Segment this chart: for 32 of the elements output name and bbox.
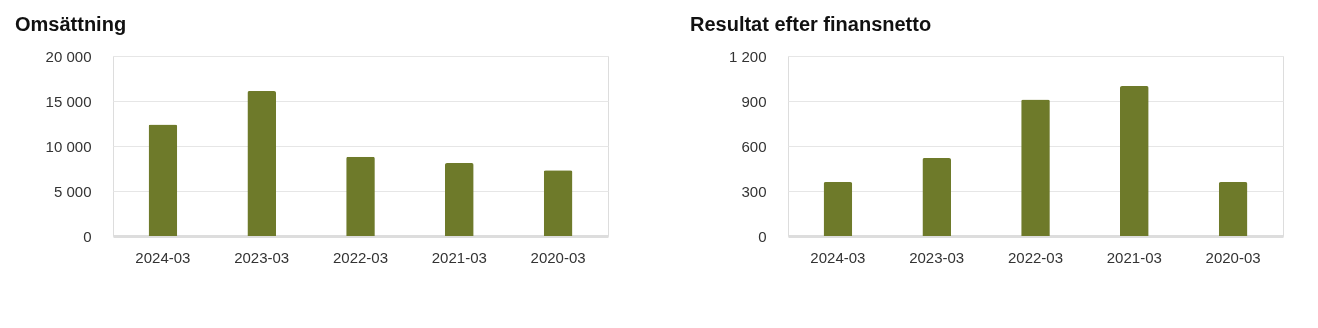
bar	[1119, 86, 1149, 236]
y-tick-label: 15 000	[45, 92, 92, 110]
x-tick-label: 2024-03	[810, 248, 866, 266]
x-tick-label: 2023-03	[909, 248, 965, 266]
x-tick-label: 2024-03	[135, 248, 191, 266]
y-tick-label: 300	[741, 182, 767, 200]
bar	[444, 163, 474, 236]
y-tick-label: 10 000	[45, 137, 92, 155]
chart-title: Omsättning	[15, 13, 127, 35]
y-tick-label: 1 200	[728, 47, 767, 65]
x-tick-label: 2021-03	[431, 248, 487, 266]
chart-title: Resultat efter finansnetto	[690, 13, 932, 35]
x-tick-label: 2021-03	[1106, 248, 1162, 266]
bar	[247, 91, 277, 236]
x-tick-label: 2022-03	[1007, 248, 1064, 266]
bar	[922, 158, 952, 236]
y-tick-label: 0	[83, 227, 92, 245]
bar	[1218, 182, 1248, 236]
y-tick-label: 20 000	[45, 47, 92, 65]
y-tick-label: 900	[741, 92, 767, 110]
bar	[543, 170, 573, 236]
x-tick-label: 2023-03	[234, 248, 290, 266]
y-tick-label: 0	[758, 227, 767, 245]
bar	[148, 124, 178, 236]
bar	[346, 156, 375, 236]
bar	[1021, 99, 1050, 236]
y-tick-label: 5 000	[53, 182, 92, 200]
x-tick-label: 2020-03	[530, 248, 586, 266]
x-tick-label: 2020-03	[1205, 248, 1261, 266]
bar	[823, 182, 853, 236]
x-tick-label: 2022-03	[332, 248, 389, 266]
y-tick-label: 600	[741, 137, 767, 155]
